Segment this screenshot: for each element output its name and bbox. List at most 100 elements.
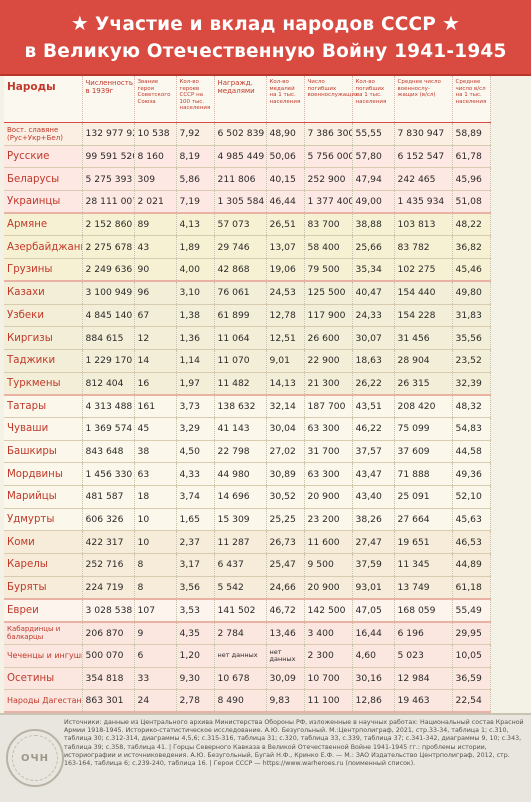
table-cell: 1,89 [176, 235, 215, 260]
nation-name: Удмурты [4, 508, 83, 532]
nation-name: Марийцы [4, 485, 83, 509]
table-cell: 19 463 [394, 689, 453, 713]
table-cell: 5,86 [176, 167, 215, 192]
table-cell: 55,49 [452, 597, 491, 623]
table-cell: 187 700 [304, 393, 353, 418]
table-cell: 46,44 [266, 190, 305, 214]
table-cell: 10 538 [134, 122, 177, 146]
table-header: Народы Численность в 1939г Звание героя … [4, 76, 528, 123]
table-cell: 14 696 [214, 485, 267, 509]
table-row: Марийцы 481 587 18 3,74 14 696 30,52 20 900 43,… [4, 485, 528, 509]
table-cell: 6 437 [214, 553, 267, 577]
table-cell: 63 300 [304, 462, 353, 486]
table-cell: 22 900 [304, 349, 353, 373]
nation-name: Чуваши [4, 417, 83, 441]
table-cell: 5 542 [214, 576, 267, 600]
table-cell: 3 100 949 [82, 280, 135, 305]
table-cell: 103 813 [394, 212, 453, 237]
table-cell: 47,05 [352, 597, 395, 623]
table-cell: 4,00 [176, 258, 215, 282]
table-cell: 83 700 [304, 212, 353, 237]
table-cell: 3,29 [176, 417, 215, 441]
table-cell: 45,96 [452, 167, 491, 192]
table-cell: 14 [134, 349, 177, 373]
table-cell: 47,94 [352, 167, 395, 192]
table-cell: 57,80 [352, 145, 395, 169]
table-cell: 15 309 [214, 508, 267, 532]
table-cell: 25 091 [394, 485, 453, 509]
table-cell: 48,90 [266, 122, 305, 146]
table-cell: 1 435 934 [394, 190, 453, 214]
nation-name: Башкиры [4, 440, 83, 464]
title-line-1: ★ Участие и вклад народов СССР ★ [65, 10, 466, 38]
table-cell: 46,53 [452, 530, 491, 555]
table-cell: 1,65 [176, 508, 215, 532]
table-cell: 45,46 [452, 258, 491, 282]
nation-name: Русские [4, 145, 83, 169]
table-cell: 9,83 [266, 689, 305, 713]
table-cell: 24,33 [352, 304, 395, 328]
table-cell: 76 061 [214, 280, 267, 305]
nation-name: Чеченцы и ингуши [4, 644, 83, 668]
table-cell: 43 [134, 235, 177, 260]
table-cell: 3,73 [176, 393, 215, 418]
table-cell: 13 749 [394, 576, 453, 600]
table-cell: 14,13 [266, 372, 305, 396]
table-cell: 154 440 [394, 280, 453, 305]
table-cell: 6 152 547 [394, 145, 453, 169]
star-icon: ★ [70, 10, 89, 35]
table-cell: 2 300 [304, 644, 353, 668]
table-cell: 11 482 [214, 372, 267, 396]
table-cell: 61 899 [214, 304, 267, 328]
table-row: Евреи 3 028 538 107 3,53 141 502 46,72 142 500… [4, 597, 528, 623]
table-cell: 141 502 [214, 597, 267, 623]
table-cell: 242 465 [394, 167, 453, 192]
table-cell: 211 806 [214, 167, 267, 192]
table-cell: 11 345 [394, 553, 453, 577]
column-header: Число погибших военнослужащих [304, 76, 358, 123]
table-cell: 42 868 [214, 258, 267, 282]
table-cell: 27 664 [394, 508, 453, 532]
table-cell: 26 315 [394, 372, 453, 396]
table-cell: 58,89 [452, 122, 491, 146]
table-cell: 19,06 [266, 258, 305, 282]
table-cell: 4 313 488 [82, 393, 135, 418]
table-row: Грузины 2 249 636 90 4,00 42 868 19,06 79 500 3… [4, 258, 528, 282]
table-cell: 10 [134, 508, 177, 532]
nation-name: Буряты [4, 576, 83, 600]
nation-name: Грузины [4, 258, 83, 282]
table-cell: 25,66 [352, 235, 395, 260]
table-cell: 38,88 [352, 212, 395, 237]
table-cell: 28 111 007 [82, 190, 135, 214]
table-cell: 168 059 [394, 597, 453, 623]
table-cell: 30,09 [266, 667, 305, 691]
nation-name: Армяне [4, 212, 83, 237]
table-cell: 57 073 [214, 212, 267, 237]
table-cell: 44,58 [452, 440, 491, 464]
table-cell: 23,52 [452, 349, 491, 373]
table-cell: 843 648 [82, 440, 135, 464]
table-cell: 3,10 [176, 280, 215, 305]
nation-name: Украинцы [4, 190, 83, 214]
table-cell: 48,22 [452, 212, 491, 237]
nations-table: Народы Численность в 1939г Звание героя … [4, 76, 528, 759]
table-cell: 1 229 170 [82, 349, 135, 373]
nation-name: Евреи [4, 597, 83, 623]
table-cell: 36,82 [452, 235, 491, 260]
nation-name: Карелы [4, 553, 83, 577]
table-cell: 43,51 [352, 393, 395, 418]
table-cell: 3,53 [176, 597, 215, 623]
table-cell: 50,06 [266, 145, 305, 169]
table-cell: 33 [134, 667, 177, 691]
table-cell: 224 719 [82, 576, 135, 600]
table-cell: 11 287 [214, 530, 267, 555]
table-cell: 29,95 [452, 620, 491, 645]
column-header: Среднее число в/сл на 1 тыс. населения [452, 76, 491, 123]
table-cell: 125 500 [304, 280, 353, 305]
title-text-1: Участие и вклад народов СССР [94, 13, 437, 35]
table-cell: 252 900 [304, 167, 353, 192]
table-cell: нет данных [214, 644, 267, 668]
table-cell: 107 [134, 597, 177, 623]
table-cell: 8 160 [134, 145, 177, 169]
